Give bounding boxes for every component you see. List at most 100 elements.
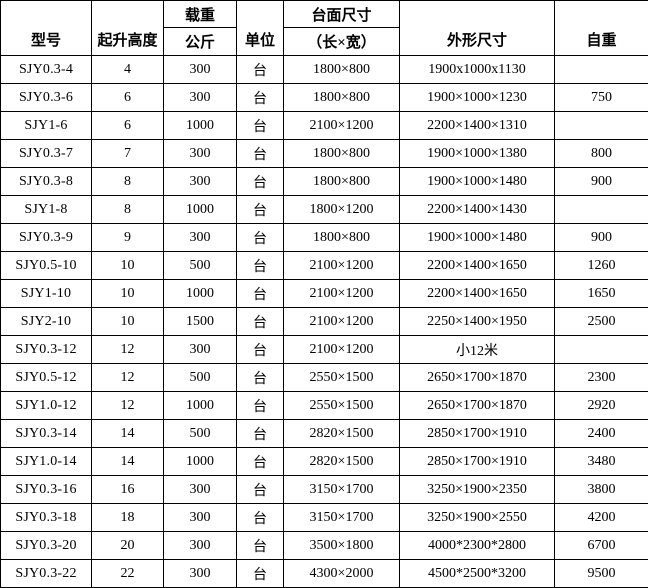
header-model: 型号 [1,1,92,56]
cell-model: SJY0.3-18 [1,504,92,532]
cell-platform-size: 2820×1500 [284,420,400,448]
table-header: 型号 起升高度 载重 单位 台面尺寸 外形尺寸 自重 公斤 （长×宽） [1,1,648,56]
cell-model: SJY0.5-10 [1,252,92,280]
cell-platform-size: 2100×1200 [284,280,400,308]
cell-load: 300 [164,84,237,112]
cell-platform-size: 2100×1200 [284,336,400,364]
cell-unit: 台 [237,280,284,308]
cell-unit: 台 [237,532,284,560]
header-self-weight: 自重 [555,1,648,56]
cell-model: SJY0.3-9 [1,224,92,252]
cell-unit: 台 [237,140,284,168]
cell-self-weight: 2400 [555,420,648,448]
cell-lift-height: 20 [92,532,164,560]
header-platform-line1: 台面尺寸 [284,1,400,28]
cell-lift-height: 16 [92,476,164,504]
cell-model: SJY0.3-4 [1,56,92,84]
cell-self-weight: 3480 [555,448,648,476]
cell-load: 300 [164,56,237,84]
cell-lift-height: 7 [92,140,164,168]
cell-model: SJY2-10 [1,308,92,336]
cell-lift-height: 9 [92,224,164,252]
cell-overall-size: 2650×1700×1870 [400,392,555,420]
cell-self-weight: 1260 [555,252,648,280]
cell-platform-size: 2550×1500 [284,364,400,392]
cell-platform-size: 3150×1700 [284,504,400,532]
cell-load: 300 [164,336,237,364]
header-unit: 单位 [237,1,284,56]
cell-platform-size: 4300×2000 [284,560,400,588]
cell-unit: 台 [237,196,284,224]
cell-overall-size: 2850×1700×1910 [400,420,555,448]
cell-model: SJY1-8 [1,196,92,224]
cell-overall-size: 2250×1400×1950 [400,308,555,336]
cell-load: 300 [164,224,237,252]
cell-lift-height: 8 [92,196,164,224]
cell-lift-height: 10 [92,252,164,280]
cell-overall-size: 3250×1900×2350 [400,476,555,504]
cell-load: 300 [164,560,237,588]
cell-unit: 台 [237,112,284,140]
header-platform-line2: （长×宽） [284,28,400,56]
cell-self-weight: 800 [555,140,648,168]
cell-lift-height: 4 [92,56,164,84]
cell-load: 1000 [164,280,237,308]
cell-platform-size: 1800×800 [284,84,400,112]
cell-overall-size: 1900×1000×1380 [400,140,555,168]
cell-model: SJY0.3-12 [1,336,92,364]
cell-self-weight [555,112,648,140]
cell-load: 300 [164,476,237,504]
cell-unit: 台 [237,560,284,588]
cell-unit: 台 [237,448,284,476]
cell-self-weight: 2920 [555,392,648,420]
header-lift-height: 起升高度 [92,1,164,56]
cell-load: 300 [164,140,237,168]
cell-lift-height: 8 [92,168,164,196]
cell-model: SJY1-6 [1,112,92,140]
cell-lift-height: 10 [92,308,164,336]
cell-model: SJY0.3-7 [1,140,92,168]
cell-lift-height: 14 [92,420,164,448]
cell-model: SJY0.3-20 [1,532,92,560]
cell-platform-size: 2550×1500 [284,392,400,420]
cell-model: SJY0.5-12 [1,364,92,392]
cell-unit: 台 [237,168,284,196]
cell-lift-height: 10 [92,280,164,308]
cell-self-weight: 9500 [555,560,648,588]
cell-overall-size: 2200×1400×1310 [400,112,555,140]
cell-model: SJY0.3-16 [1,476,92,504]
cell-unit: 台 [237,420,284,448]
cell-lift-height: 22 [92,560,164,588]
cell-unit: 台 [237,476,284,504]
cell-unit: 台 [237,308,284,336]
cell-platform-size: 1800×800 [284,168,400,196]
cell-self-weight: 750 [555,84,648,112]
cell-model: SJY1.0-12 [1,392,92,420]
cell-load: 1500 [164,308,237,336]
cell-unit: 台 [237,392,284,420]
cell-lift-height: 6 [92,84,164,112]
cell-lift-height: 18 [92,504,164,532]
cell-load: 1000 [164,196,237,224]
cell-self-weight [555,56,648,84]
cell-self-weight: 900 [555,224,648,252]
header-overall-size: 外形尺寸 [400,1,555,56]
cell-lift-height: 12 [92,364,164,392]
cell-load: 1000 [164,112,237,140]
cell-model: SJY1.0-14 [1,448,92,476]
cell-load: 300 [164,532,237,560]
cell-overall-size: 1900×1000×1230 [400,84,555,112]
cell-self-weight [555,336,648,364]
cell-overall-size: 4500*2500*3200 [400,560,555,588]
cell-unit: 台 [237,224,284,252]
